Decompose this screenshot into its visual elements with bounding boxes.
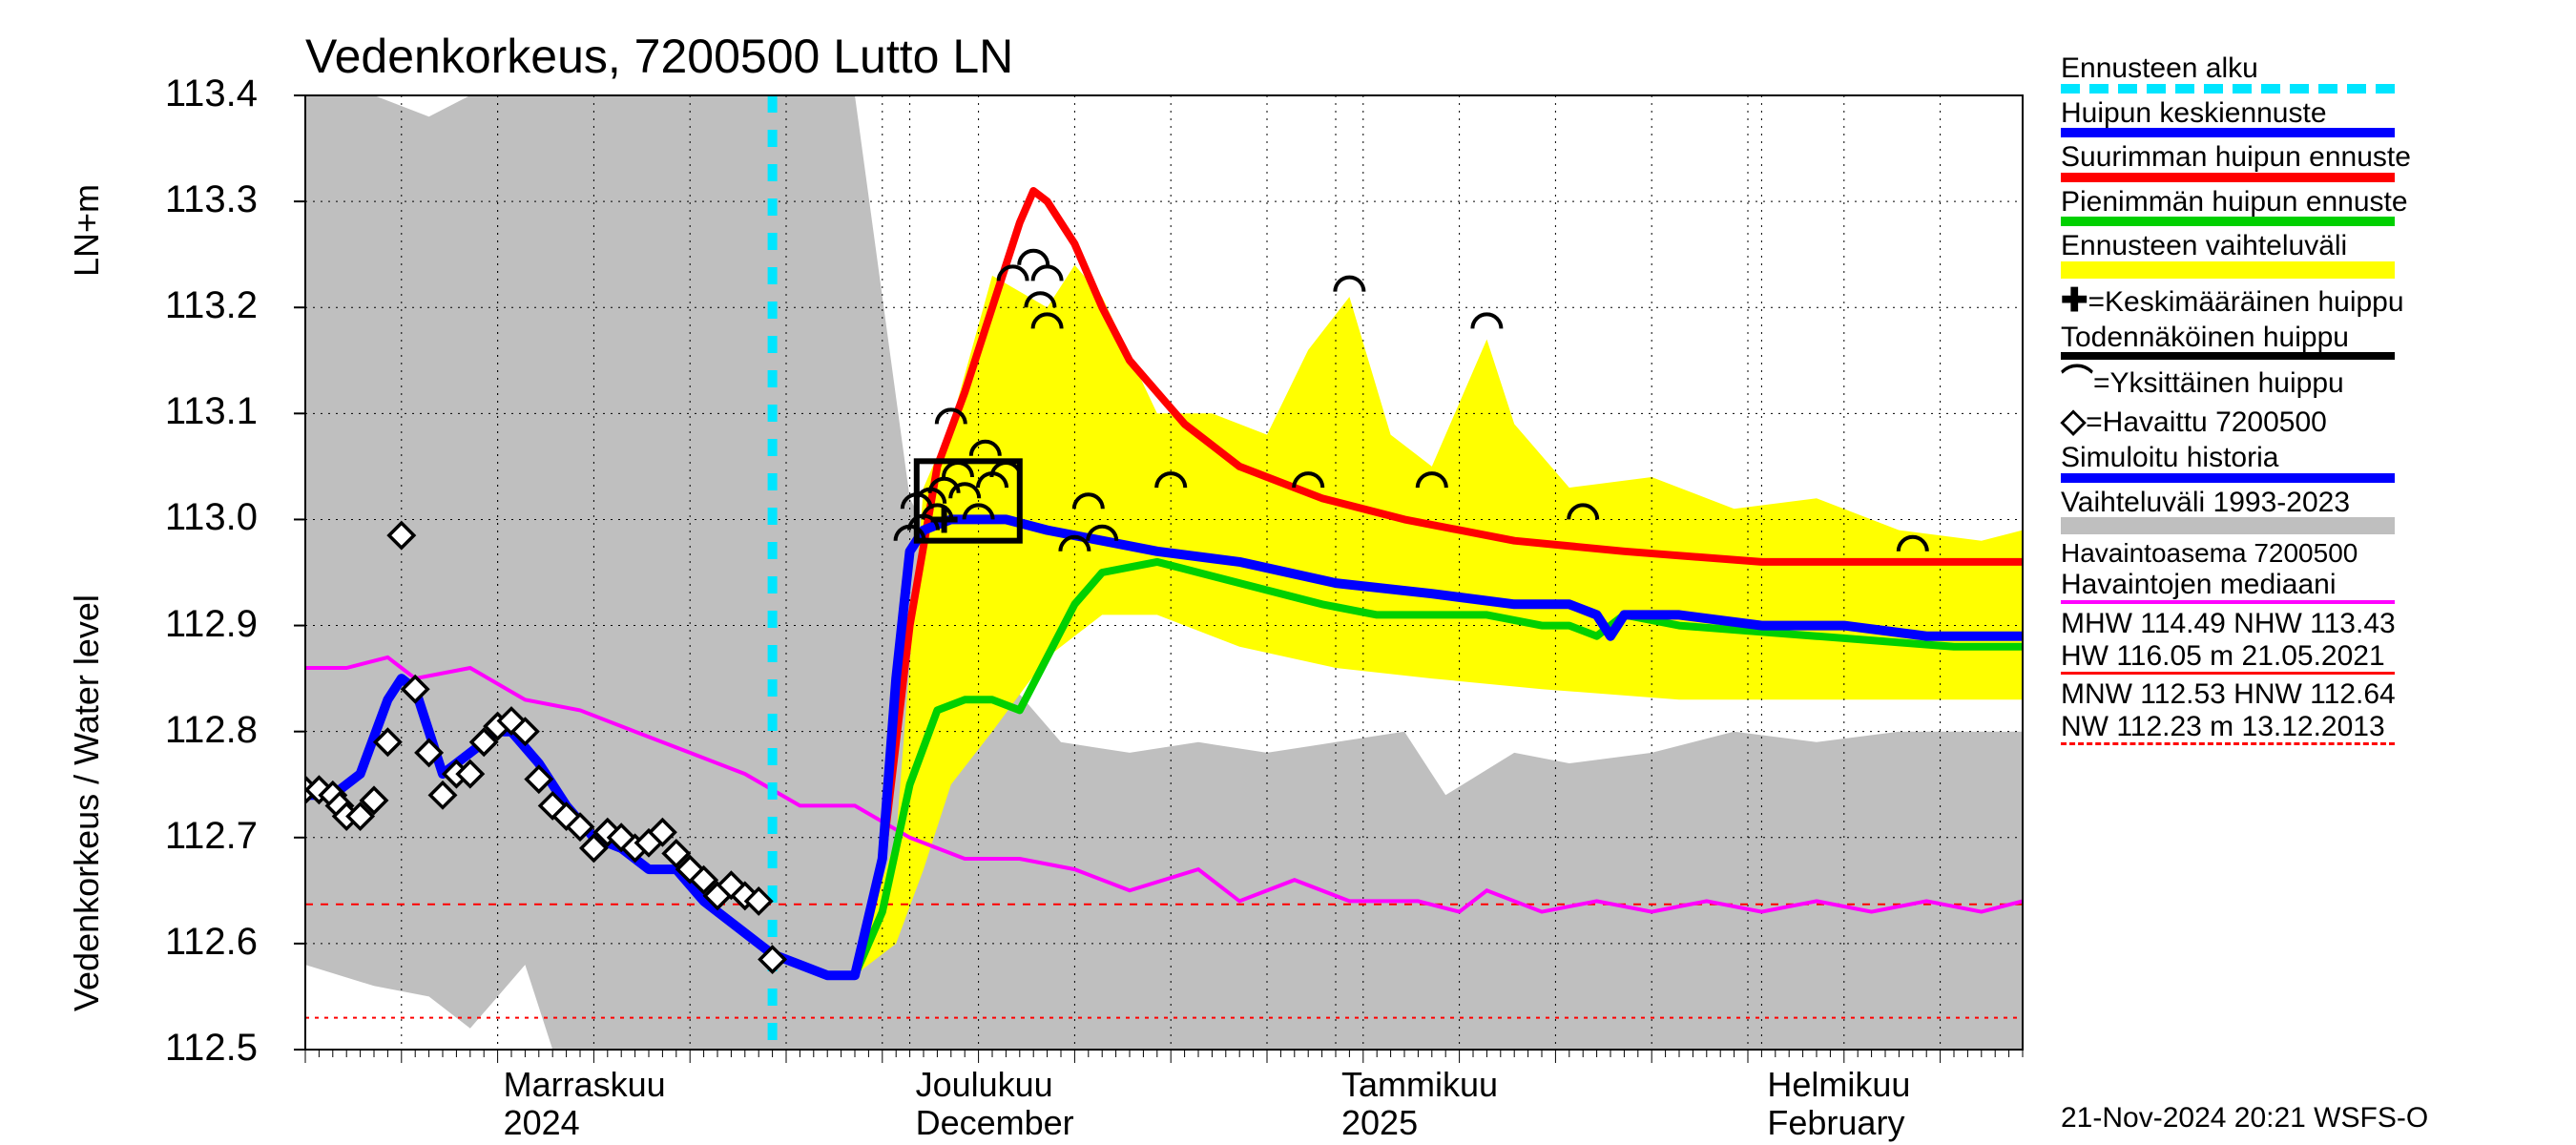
arc-marker	[1472, 314, 1501, 328]
legend: Ennusteen alku Huipun keskiennuste Suurimm…	[2061, 52, 2557, 749]
legend-entry: Ennusteen alku	[2061, 52, 2557, 94]
legend-label: Simuloitu historia	[2061, 442, 2557, 475]
legend-symbol: ✚	[2061, 282, 2088, 319]
legend-entry: Simuloitu historia	[2061, 442, 2557, 483]
legend-swatch	[2061, 261, 2395, 279]
legend-swatch	[2061, 517, 2395, 534]
legend-symbol: ⌒	[2061, 364, 2093, 400]
xtick-year: 2025	[1341, 1103, 1418, 1143]
xtick-year: February	[1767, 1103, 1904, 1143]
arc-marker	[1033, 266, 1062, 281]
arc-marker	[1335, 278, 1363, 292]
legend-entry: ✚=Keskimääräinen huippu	[2061, 282, 2557, 320]
legend-stat: HW 116.05 m 21.05.2021	[2061, 640, 2557, 674]
chart-root: Vedenkorkeus, 7200500 Lutto LN 112.5112.…	[0, 0, 2576, 1145]
xtick-year: 2024	[504, 1103, 580, 1143]
legend-label: =Keskimääräinen huippu	[2088, 286, 2404, 318]
legend-stat: NW 112.23 m 13.12.2013	[2061, 711, 2557, 744]
legend-entry: Havaintojen mediaani	[2061, 569, 2557, 604]
legend-label: Huipun keskiennuste	[2061, 97, 2557, 131]
legend-entry: Huipun keskiennuste	[2061, 97, 2557, 138]
legend-label: =Yksittäinen huippu	[2093, 367, 2344, 399]
legend-label: Ennusteen vaihteluväli	[2061, 230, 2557, 263]
legend-symbol: ◇	[2061, 403, 2086, 439]
legend-swatch	[2061, 352, 2395, 360]
timestamp: 21-Nov-2024 20:21 WSFS-O	[2061, 1102, 2428, 1135]
legend-entry: Todennäköinen huippu	[2061, 322, 2557, 361]
legend-entry: Vaihteluväli 1993-2023	[2061, 487, 2557, 535]
xtick-month: Joulukuu	[916, 1065, 1053, 1105]
arc-marker	[1019, 251, 1048, 265]
legend-stat: MHW 114.49 NHW 113.43	[2061, 608, 2557, 641]
legend-entry: Ennusteen vaihteluväli	[2061, 230, 2557, 279]
xtick-month: Marraskuu	[504, 1065, 666, 1105]
legend-label: Pienimmän huipun ennuste	[2061, 186, 2557, 219]
legend-label: =Havaittu 7200500	[2086, 406, 2327, 438]
legend-entry: Suurimman huipun ennuste	[2061, 141, 2557, 182]
legend-entry: Pienimmän huipun ennuste	[2061, 186, 2557, 227]
legend-stat: MNW 112.53 HNW 112.64	[2061, 678, 2557, 712]
legend-entry: ⌒=Yksittäinen huippu	[2061, 364, 2557, 401]
legend-sublabel: Havaintoasema 7200500	[2061, 538, 2557, 569]
legend-entry: ◇=Havaittu 7200500	[2061, 403, 2557, 440]
xtick-month: Helmikuu	[1767, 1065, 1910, 1105]
legend-label: Suurimman huipun ennuste	[2061, 141, 2557, 175]
legend-label: Vaihteluväli 1993-2023	[2061, 487, 2557, 520]
xtick-year: December	[916, 1103, 1074, 1143]
legend-label: Havaintojen mediaani	[2061, 569, 2557, 602]
legend-label: Ennusteen alku	[2061, 52, 2557, 86]
legend-label: Todennäköinen huippu	[2061, 322, 2349, 353]
xtick-month: Tammikuu	[1341, 1065, 1498, 1105]
